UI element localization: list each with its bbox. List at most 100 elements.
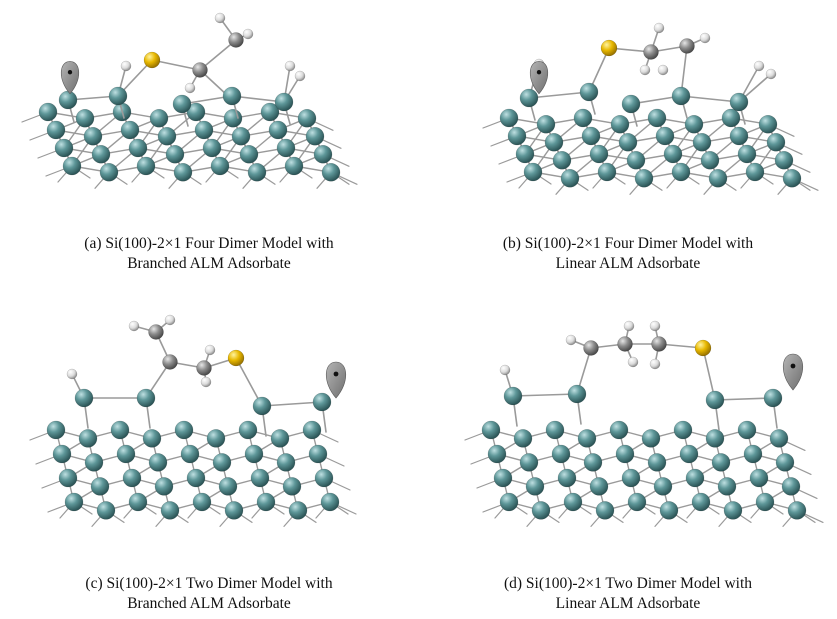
silicon-atom [481,420,501,440]
silicon-atom [305,127,325,146]
hydrogen-atom [66,368,78,380]
silicon-atom [621,94,641,114]
silicon-atom [202,138,222,158]
bond-line [261,401,323,407]
silicon-atom [218,477,238,496]
silicon-atom [186,468,206,488]
caption-a-line1: (a) Si(100)-2×1 Four Dimer Model with [84,235,334,252]
hydrogen-atom [649,358,661,370]
carbon-atom [651,336,667,352]
hydrogen-atom [120,60,132,72]
dangling-bond-lobe [60,61,80,95]
hydrogen-atom [657,64,669,76]
silicon-atom [557,468,577,488]
molecule-model-d [464,320,824,527]
silicon-atom [46,420,66,440]
silicon-atom [513,429,533,448]
silicon-atom [700,151,720,170]
panel-b: (b) Si(100)-2×1 Four Dimer Model with Li… [419,0,837,309]
silicon-atom [503,386,523,406]
silicon-atom [684,115,704,134]
silicon-atom [577,429,597,448]
sulfur-atom [227,349,245,367]
silicon-atom [653,477,673,496]
silicon-atom [766,133,786,152]
silicon-atom [755,492,775,512]
silicon-atom [223,109,243,128]
silicon-atom [708,169,728,188]
silicon-atom [91,145,111,164]
silicon-atom [52,444,72,464]
silicon-atom [256,492,276,512]
silicon-atom [148,453,168,472]
silicon-atom [691,492,711,512]
silicon-atom [573,108,593,128]
silicon-atom [743,444,763,464]
silicon-atom [313,145,333,164]
carbon-atom [196,360,212,376]
silicon-atom [618,133,638,152]
silicon-atom [194,120,214,140]
silicon-atom [297,109,317,128]
silicon-atom [314,468,334,488]
silicon-atom [525,477,545,496]
silicon-atom [288,501,308,520]
silicon-atom [270,429,290,448]
silicon-atom [78,429,98,448]
silicon-atom [308,444,328,464]
silicon-atom [128,138,148,158]
dangling-bond-lobe [782,353,804,391]
silicon-atom [96,501,116,520]
silicon-atom [128,492,148,512]
hydrogen-atom [753,60,765,72]
silicon-atom [685,468,705,488]
silicon-atom [729,92,749,112]
silicon-atom [758,115,778,134]
silicon-atom [238,420,258,440]
silicon-atom [775,453,795,472]
hydrogen-atom [653,22,665,34]
silicon-atom [180,444,200,464]
silicon-atom [116,444,136,464]
caption-d-line1: (d) Si(100)-2×1 Two Dimer Model with [503,575,753,592]
silicon-atom [499,492,519,512]
silicon-atom [247,163,267,182]
silicon-atom [519,453,539,472]
silicon-atom [110,420,130,440]
silicon-atom [74,388,94,408]
hydrogen-atom [499,364,511,376]
silicon-atom [58,468,78,488]
silicon-atom [595,501,615,520]
silicon-atom [523,162,543,182]
panel-d: (d) Si(100)-2×1 Two Dimer Model with Lin… [419,310,837,619]
silicon-atom [231,127,251,146]
silicon-atom [282,477,302,496]
silicon-atom [673,420,693,440]
molecule-model-a [21,12,358,189]
silicon-atom [552,151,572,170]
sulfur-atom [143,51,161,69]
silicon-atom [551,444,571,464]
bond-line [151,59,201,71]
silicon-atom [711,453,731,472]
silicon-atom [737,420,757,440]
bond-line [199,39,237,71]
silicon-atom [671,162,691,182]
silicon-atom [717,477,737,496]
panel-c: (c) Si(100)-2×1 Two Dimer Model with Bra… [0,310,418,619]
hydrogen-atom [639,64,651,76]
silicon-atom [663,144,683,164]
hydrogen-atom [699,32,711,44]
silicon-atom [545,420,565,440]
silicon-atom [239,145,259,164]
silicon-atom [302,420,322,440]
silicon-atom [120,120,140,140]
silicon-atom [626,151,646,170]
silicon-atom [284,156,304,176]
hydrogen-atom [284,60,296,72]
silicon-atom [312,392,332,412]
silicon-atom [531,501,551,520]
hydrogen-atom [565,334,577,346]
hydrogen-atom [242,28,254,40]
silicon-atom [769,429,789,448]
